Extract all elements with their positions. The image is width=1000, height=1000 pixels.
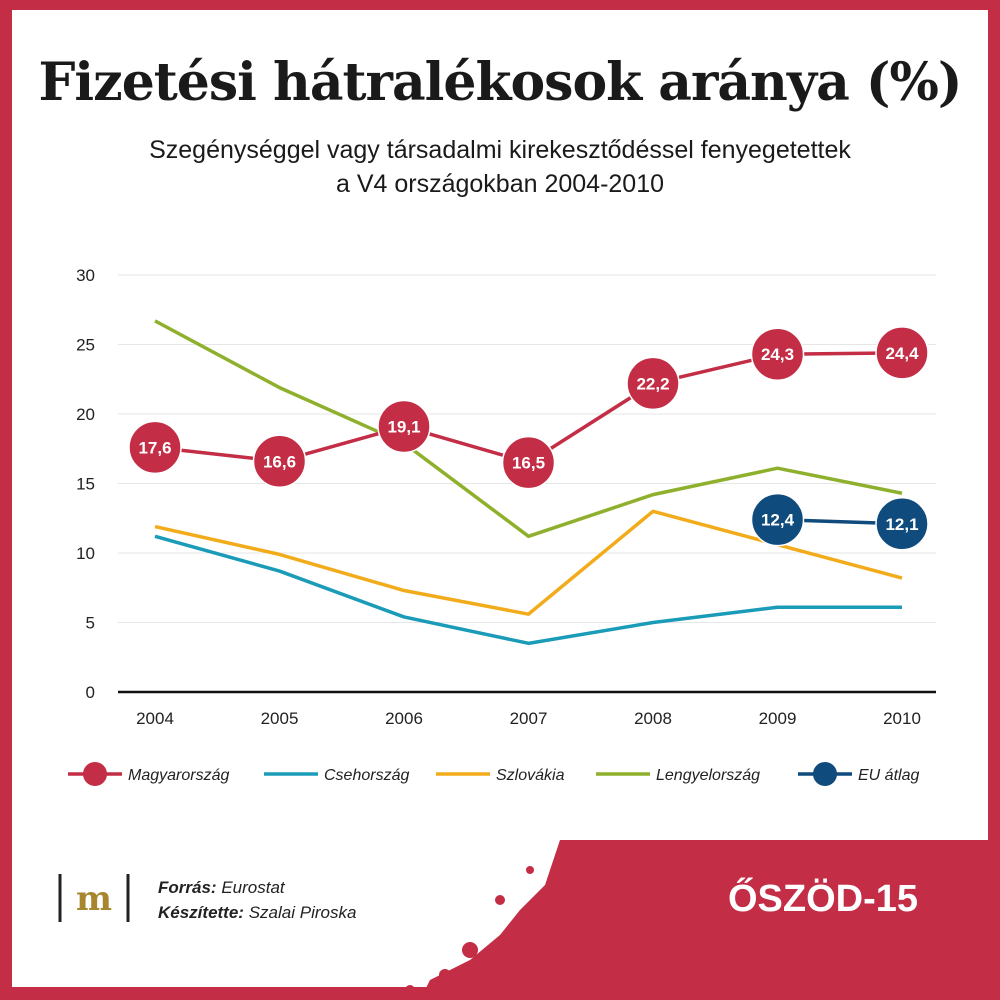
data-point-marker (128, 420, 182, 475)
logo-letter: m (76, 879, 112, 919)
x-tick-label: 2006 (385, 709, 423, 728)
legend-label: Magyarország (128, 767, 229, 784)
legend-label: Csehország (324, 767, 409, 784)
x-tick-label: 2010 (883, 709, 921, 728)
magazine-logo: m (58, 874, 130, 922)
data-point-marker (501, 435, 556, 490)
legend-label: EU átlag (858, 767, 919, 784)
data-point-marker (875, 326, 929, 380)
data-label: 17,6 (138, 438, 171, 457)
legend-marker (813, 762, 837, 786)
data-point-marker (377, 399, 431, 454)
author-label: Készítette: (158, 903, 244, 922)
x-tick-label: 2009 (759, 709, 797, 728)
subtitle-line-2: a V4 országokban 2004-2010 (335, 170, 665, 198)
y-tick-label: 0 (86, 683, 95, 702)
series-line-3 (154, 319, 903, 539)
series-line-1 (154, 534, 902, 646)
x-tick-label: 2005 (261, 709, 299, 728)
data-label: 16,5 (512, 454, 545, 473)
y-tick-label: 5 (86, 614, 95, 633)
data-label: 22,2 (636, 374, 669, 393)
data-point-marker (750, 327, 805, 381)
line-chart: 0 5 10 15 20 25 30 2004 2005 2006 2007 2008 2009 201… (68, 266, 936, 786)
data-point-marker (750, 492, 805, 547)
y-tick-label: 10 (76, 544, 95, 563)
legend-label: Szlovákia (496, 767, 565, 784)
page-title: Fizetési hátralékosok aránya (%) (38, 52, 963, 113)
subtitle-line-1: Szegénységgel vagy társadalmi kirekesztő… (149, 136, 851, 164)
y-tick-label: 30 (76, 266, 95, 285)
y-tick-label: 20 (76, 405, 95, 424)
data-label: 16,6 (263, 452, 296, 471)
author-credit: Készítette: Szalai Piroska (158, 903, 356, 923)
footer-red-band (405, 840, 1000, 1000)
legend-marker (83, 762, 107, 786)
data-point-marker (626, 356, 680, 411)
source-label: Forrás: (158, 878, 217, 897)
legend-label: Lengyelország (656, 767, 760, 784)
source-value: Eurostat (221, 878, 285, 897)
y-tick-label: 15 (76, 475, 95, 494)
x-tick-label: 2008 (634, 709, 672, 728)
data-point-marker (875, 497, 929, 551)
y-tick-label: 25 (76, 336, 95, 355)
brand-name: ŐSZÖD-15 (728, 878, 919, 920)
data-label: 19,1 (387, 418, 420, 437)
x-tick-label: 2004 (136, 709, 174, 728)
data-label: 24,4 (885, 344, 919, 363)
data-label: 12,4 (761, 511, 795, 530)
x-tick-label: 2007 (510, 709, 548, 728)
data-point-marker (252, 434, 307, 489)
data-label: 12,1 (885, 515, 918, 534)
source-credit: Forrás: Eurostat (158, 878, 285, 898)
data-label: 24,3 (761, 345, 794, 364)
card-background (12, 10, 988, 987)
author-value: Szalai Piroska (248, 903, 357, 922)
